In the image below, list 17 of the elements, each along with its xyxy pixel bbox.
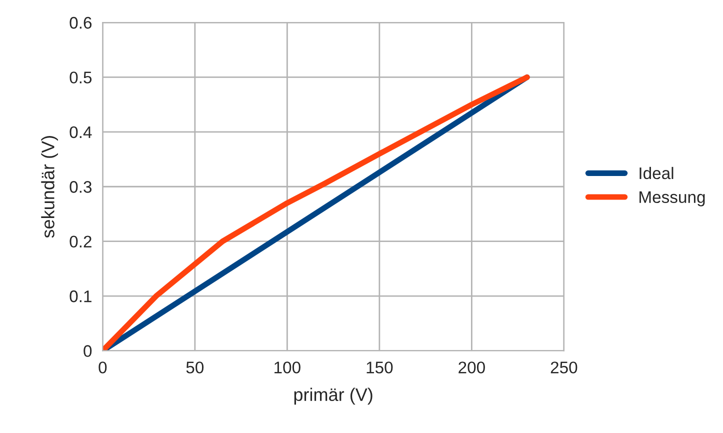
y-tick-label: 0.1 — [70, 290, 92, 302]
y-tick-label: 0 — [84, 345, 92, 357]
y-tick-label: 0.6 — [70, 16, 92, 29]
y-tick-label: 0.5 — [70, 72, 92, 84]
y-tick-label: 0.2 — [70, 236, 92, 248]
legend-label: Ideal — [640, 166, 674, 180]
x-axis-title: primär (V) — [294, 388, 372, 405]
x-tick-label: 50 — [186, 362, 204, 374]
x-tick-label: 0 — [98, 362, 107, 374]
x-tick-label: 100 — [274, 362, 300, 374]
y-tick-label: 0.3 — [70, 181, 92, 193]
y-axis-title: sekundär (V) — [41, 136, 58, 238]
x-tick-label: 250 — [550, 362, 578, 374]
y-tick-label: 0.4 — [70, 126, 92, 138]
legend-label: Messung — [640, 191, 705, 206]
x-tick-label: 150 — [366, 362, 393, 374]
x-tick-label: 200 — [458, 362, 485, 374]
